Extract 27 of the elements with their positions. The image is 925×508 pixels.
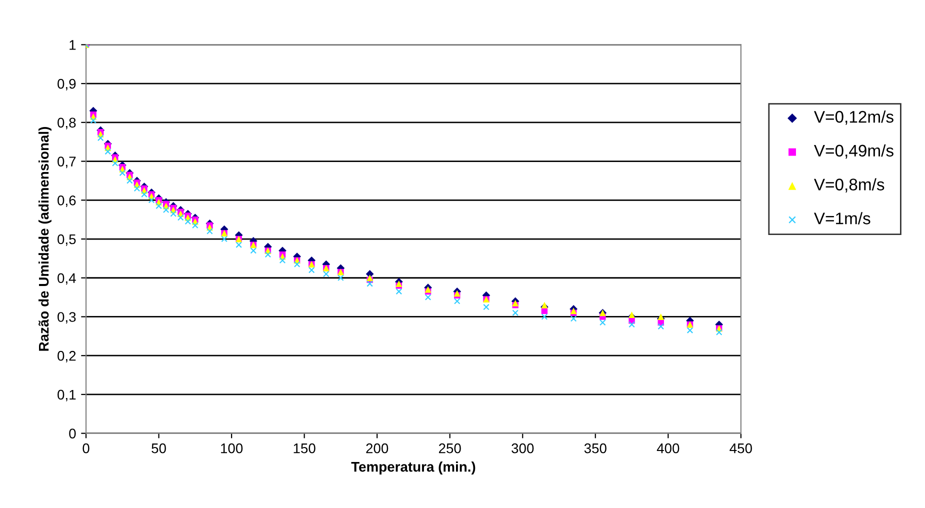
y-tick-label: 1: [70, 40, 76, 50]
x-tick-label: 100: [221, 443, 243, 454]
x-tick-label: 0: [82, 443, 90, 454]
y-tick-label: 0,6: [58, 195, 76, 207]
legend-label: V=1m/s: [814, 212, 870, 224]
x-tick-label: 450: [730, 443, 752, 454]
legend-label: V=0,49m/s: [814, 144, 894, 159]
y-tick-label: 0: [69, 428, 76, 438]
legend-label: V=0,8m/s: [814, 178, 884, 192]
y-tick-label: 0,3: [58, 312, 76, 324]
x-tick-label: 150: [294, 443, 316, 454]
x-tick-label: 400: [656, 443, 680, 454]
x-tick-label: 200: [366, 443, 388, 454]
y-tick-label: 0,7: [58, 156, 76, 168]
y-tick-label: 0,1: [58, 390, 76, 402]
y-tick-label: 0,2: [58, 350, 76, 362]
x-tick-label: 350: [584, 443, 606, 454]
y-tick-label: 0,5: [58, 234, 76, 246]
y-tick-label: 0,4: [58, 273, 76, 285]
legend-label: V=0,12m/s: [814, 110, 894, 125]
x-tick-label: 300: [512, 443, 534, 454]
x-tick-label: 50: [152, 443, 166, 454]
y-tick-label: 0,8: [58, 118, 76, 130]
x-axis-title: Temperatura (min.): [351, 462, 476, 474]
x-tick-label: 250: [438, 443, 461, 454]
y-axis-title: Razão de Umidade (adimensional): [38, 127, 52, 351]
y-tick-label: 0,9: [58, 78, 76, 90]
